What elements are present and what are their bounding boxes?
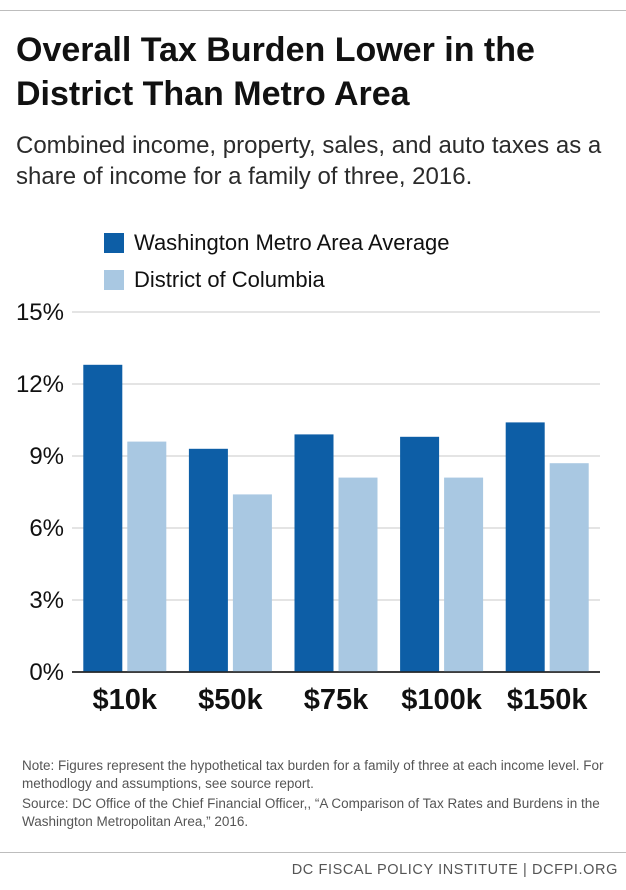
bar-dc: [444, 477, 484, 672]
top-divider: [0, 10, 626, 11]
bar-dc: [549, 463, 589, 672]
y-tick-label: 9%: [29, 443, 64, 470]
chart-title: Overall Tax Burden Lower in the District…: [16, 31, 535, 113]
legend-label-metro: Washington Metro Area Average: [134, 230, 450, 255]
bar-metro: [400, 436, 440, 672]
bar-metro: [83, 364, 123, 672]
bar-chart: 0% 3% 6% 9% 12% 15% $10k $50k $75k $100k $150k: [16, 299, 600, 716]
y-tick-label: 3%: [29, 587, 64, 614]
x-tick-label: $10k: [93, 684, 158, 716]
legend-item-metro: Washington Metro Area Average: [104, 226, 450, 260]
bar-metro: [294, 434, 334, 672]
legend-swatch-dc: [104, 270, 124, 290]
methodology-note: Note: Figures represent the hypothetical…: [22, 758, 604, 791]
bar-dc: [232, 494, 272, 672]
y-tick-label: 0%: [29, 659, 64, 686]
legend-swatch-metro: [104, 233, 124, 253]
bar-dc: [127, 441, 167, 672]
bar-dc: [338, 477, 378, 672]
bar-metro: [188, 448, 228, 672]
footer-credit: DC FISCAL POLICY INSTITUTE | DCFPI.ORG: [291, 862, 618, 878]
bottom-divider: [0, 852, 626, 853]
y-tick-label: 12%: [16, 371, 64, 398]
x-tick-label: $50k: [198, 684, 263, 716]
x-tick-label: $150k: [507, 684, 589, 716]
bar-metro: [505, 422, 545, 672]
legend-label-dc: District of Columbia: [134, 267, 325, 292]
legend: Washington Metro Area Average District o…: [104, 226, 450, 300]
legend-item-dc: District of Columbia: [104, 263, 450, 297]
chart-subtitle: Combined income, property, sales, and au…: [16, 132, 602, 190]
x-tick-label: $100k: [401, 684, 483, 716]
source-note: Source: DC Office of the Chief Financial…: [22, 796, 600, 829]
y-tick-label: 6%: [29, 515, 64, 542]
y-tick-label: 15%: [16, 299, 64, 326]
x-tick-label: $75k: [304, 684, 369, 716]
